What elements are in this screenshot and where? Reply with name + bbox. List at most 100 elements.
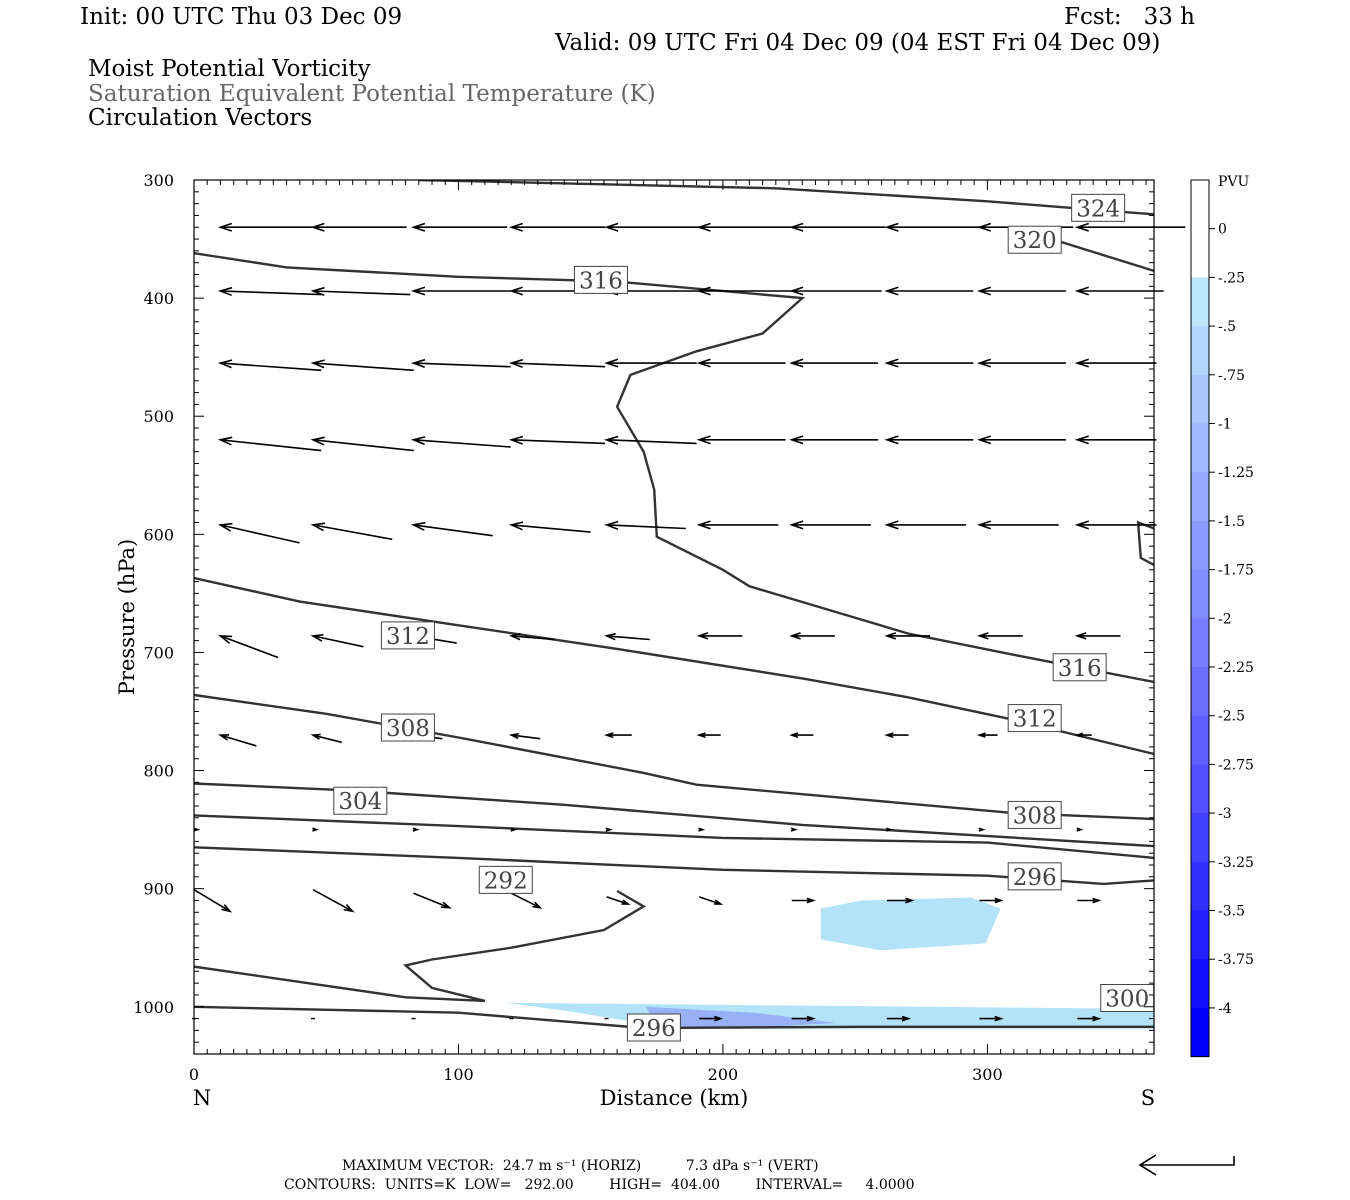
colorbar-label: 0 [1218,222,1227,238]
vector [789,520,871,530]
vector [508,521,591,533]
theta-contour-292 [194,889,646,1003]
vector [790,827,798,832]
colorbar-swatch [1191,959,1209,1009]
vector [511,892,543,909]
contour-label-324: 324 [1071,193,1126,222]
y-tick-label: 700 [143,643,174,662]
vector [976,520,1059,530]
contour-label-300: 300 [1100,983,1155,1012]
contour-label-316: 316 [573,265,628,294]
vector [886,1015,912,1022]
x-tick-label: 100 [443,1065,474,1084]
colorbar-label: -3.75 [1218,952,1254,968]
y-tick-label: 600 [143,525,174,544]
vector [310,733,342,744]
vector [193,889,233,913]
colorbar-label: -1 [1218,417,1232,433]
contour-label-308: 308 [1007,800,1062,829]
vector [979,1015,1004,1022]
vector [696,732,721,738]
vector [791,1015,816,1022]
colorbar-swatch [1191,228,1209,278]
contour-label-text: 292 [484,868,528,894]
vector [604,358,697,368]
colorbar-label: -4 [1218,1001,1232,1017]
vector [696,286,797,296]
vector [696,632,743,640]
vector [604,732,632,739]
vector [696,435,786,445]
vector [217,436,322,452]
vector [698,896,724,905]
colorbar-label: -3.5 [1218,904,1245,920]
vector [1074,732,1092,738]
vector [789,732,814,738]
contour-label-text: 316 [1058,656,1102,682]
field-title-vectors: Circulation Vectors [88,105,313,131]
pv-shade-surface-core [646,1006,837,1029]
vector [884,520,967,530]
y-tick-label: 500 [143,407,174,426]
contour-label-text: 308 [386,716,430,742]
colorbar-label: -1.25 [1218,465,1254,481]
vector [1074,632,1121,640]
reference-vector [1138,1154,1235,1176]
vector [217,222,314,232]
plot-border [193,179,1155,1055]
colorbar-unit: PVU [1218,174,1250,190]
x-end-label-n: N [193,1086,211,1110]
contour-label-316: 316 [1052,653,1107,682]
vector [312,827,320,832]
vector [1077,1015,1102,1022]
vector [217,359,322,372]
field-title-theta: Saturation Equivalent Potential Temperat… [88,81,656,107]
vector [217,286,322,296]
vector [604,435,697,445]
colorbar-swatch [1191,667,1209,717]
theta-contour-304 [194,782,1154,848]
vector [508,358,606,369]
axis-ticks: 300 400 500 600 700 800 900 1000 0 100 200 300 Dista… [115,171,1155,1110]
vector [789,435,879,445]
contour-label-text: 316 [579,268,623,294]
vector [696,358,786,368]
vector [508,732,541,740]
vector [510,827,518,832]
colorbar-label: -2.25 [1218,660,1254,676]
vector [217,734,257,747]
vector [413,892,452,909]
colorbar-swatch [1191,813,1209,863]
colorbar-label: -.5 [1218,319,1236,335]
colorbar-label: -2 [1218,611,1232,627]
colorbar-swatch [1191,423,1209,473]
theta-contour-296 [194,846,1154,886]
colorbar-swatch [1191,472,1209,522]
vector [698,827,706,832]
vector [604,222,701,232]
contour-label-320: 320 [1007,225,1062,254]
vector [789,358,879,368]
colorbar-label: -3 [1218,806,1232,822]
colorbar-swatch [1191,910,1209,960]
colorbar-label: -1.75 [1218,563,1254,579]
max-vector-text: MAXIMUM VECTOR: 24.7 m s⁻¹ (HORIZ) 7.3 d… [342,1158,819,1174]
theta-contour-308 [194,693,1154,821]
x-tick-label: 0 [189,1065,199,1084]
vector [979,897,1004,904]
contour-label-312: 312 [380,621,435,650]
forecast-hour: Fcst: 33 h [1064,4,1195,30]
vector [977,732,998,738]
theta-contour-316 [1136,520,1154,567]
colorbar-swatch [1191,1007,1209,1058]
vector [410,436,511,448]
contour-label-296: 296 [626,1013,681,1042]
vector [884,358,974,368]
colorbar: PVU 0 -.25 -.5 -.75 -1 -1.25 -1.5 -1.75 -2 -2.25 -2… [1190,174,1254,1058]
contour-label-text: 300 [1105,986,1149,1012]
vector [310,359,414,372]
theta-contour-312 [194,576,1154,756]
vector [1077,897,1102,904]
vector [217,522,300,544]
